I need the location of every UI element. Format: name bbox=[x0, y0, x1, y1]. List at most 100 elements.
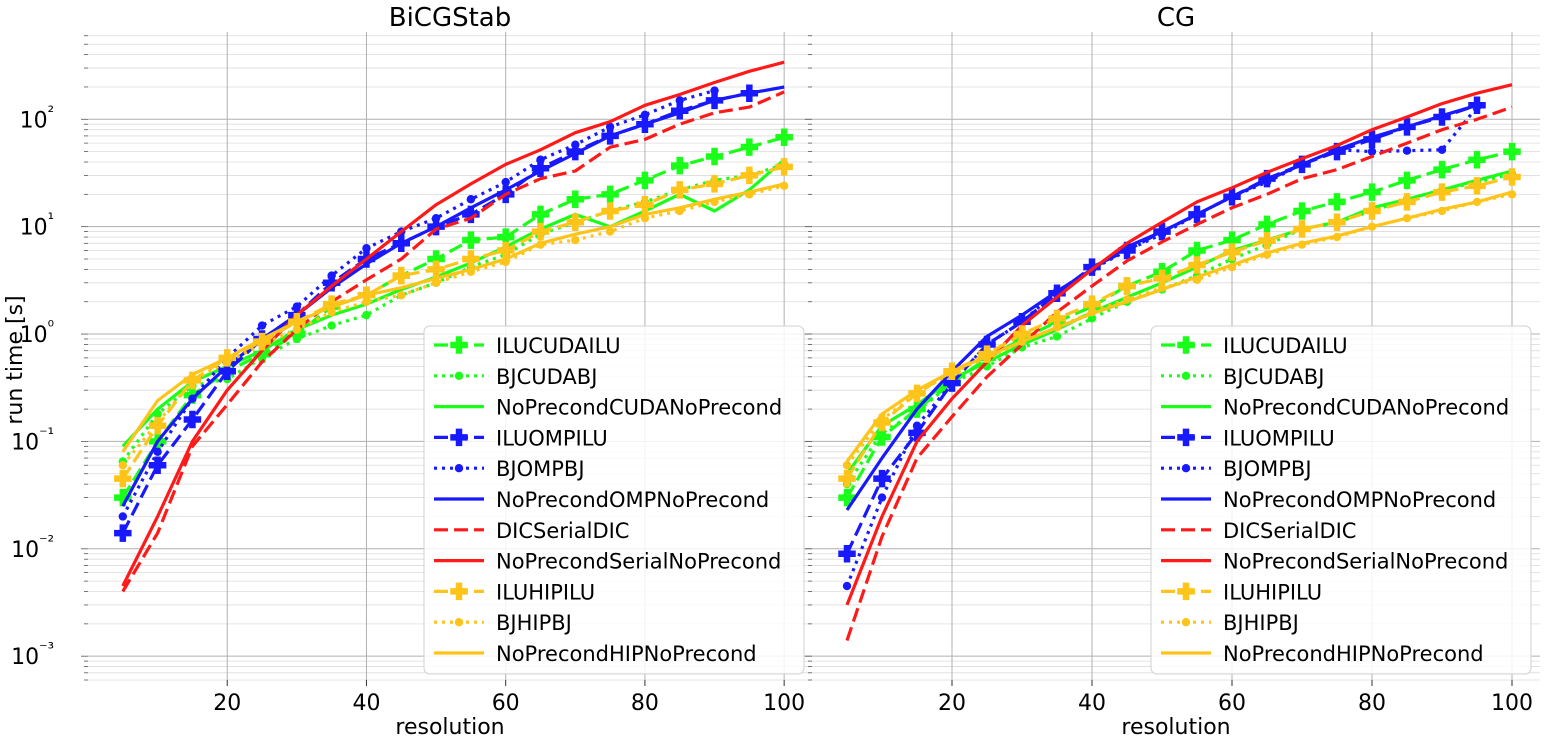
legend-label: DICSerialDIC bbox=[1223, 519, 1356, 543]
legend-box bbox=[423, 325, 805, 675]
data-point bbox=[838, 544, 856, 563]
y-tick-label: 10² bbox=[20, 102, 54, 133]
legend-label: NoPrecondSerialNoPrecond bbox=[496, 550, 781, 574]
data-point bbox=[531, 222, 550, 241]
legend-marker bbox=[454, 464, 464, 473]
legend-label: ILUOMPILU bbox=[1223, 426, 1335, 450]
x-tick-label: 100 bbox=[1491, 691, 1533, 716]
data-point bbox=[740, 166, 759, 185]
x-tick-label: 60 bbox=[492, 691, 520, 716]
series-group bbox=[114, 60, 793, 593]
data-point bbox=[292, 334, 302, 344]
legend-label: NoPrecondCUDANoPrecond bbox=[496, 396, 782, 420]
legend-label: NoPrecondSerialNoPrecond bbox=[1223, 550, 1508, 574]
data-point bbox=[536, 155, 545, 164]
data-point bbox=[1223, 243, 1241, 261]
legend-marker bbox=[1181, 464, 1191, 473]
series-line bbox=[121, 89, 715, 518]
data-point bbox=[740, 138, 759, 156]
data-point bbox=[1398, 171, 1416, 190]
series-line bbox=[121, 182, 785, 453]
data-point bbox=[148, 456, 167, 474]
data-point bbox=[292, 325, 302, 334]
legend-marker bbox=[450, 582, 468, 601]
data-point bbox=[1433, 183, 1451, 201]
x-tick-label: 40 bbox=[352, 691, 380, 716]
data-point bbox=[605, 227, 615, 236]
data-point bbox=[257, 340, 267, 349]
data-point bbox=[114, 524, 132, 542]
chart-title: BiCGStab bbox=[389, 3, 512, 33]
legend-label: ILUHIPILU bbox=[1223, 580, 1322, 604]
data-point bbox=[571, 235, 580, 245]
y-tick-label: 10⁻² bbox=[11, 532, 54, 563]
legend-label: ILUCUDAILU bbox=[496, 334, 621, 358]
series-line bbox=[845, 175, 1513, 480]
legend-label: BJOMPBJ bbox=[496, 457, 585, 481]
x-axis-label: resolution bbox=[1121, 715, 1230, 740]
data-point bbox=[636, 195, 654, 214]
data-point bbox=[118, 512, 128, 521]
data-point bbox=[327, 321, 336, 330]
legend-label: BJCUDABJ bbox=[1223, 365, 1324, 389]
data-point bbox=[183, 410, 202, 429]
legend-label: BJHIPBJ bbox=[1223, 611, 1299, 635]
data-point bbox=[496, 228, 515, 246]
data-point bbox=[153, 418, 162, 427]
data-point bbox=[292, 302, 302, 311]
data-point bbox=[362, 297, 371, 306]
legend-marker bbox=[1177, 428, 1195, 447]
data-point bbox=[1293, 220, 1311, 238]
data-point bbox=[462, 250, 480, 268]
data-point bbox=[327, 307, 336, 317]
legend-marker bbox=[1181, 371, 1191, 380]
legend-label: ILUHIPILU bbox=[496, 580, 595, 604]
y-axis-label: run time [s] bbox=[3, 295, 28, 424]
legend-marker bbox=[1181, 618, 1191, 627]
data-point bbox=[1118, 277, 1136, 295]
data-point bbox=[362, 310, 371, 320]
x-axis-label: resolution bbox=[395, 715, 504, 740]
data-point bbox=[775, 158, 793, 176]
data-point bbox=[1258, 215, 1276, 234]
data-point bbox=[114, 469, 132, 488]
legend-label: ILUCUDAILU bbox=[1223, 334, 1348, 358]
legend-marker bbox=[450, 428, 468, 447]
legend-label: NoPrecondHIPNoPrecond bbox=[496, 642, 757, 666]
data-point bbox=[601, 185, 619, 204]
data-point bbox=[1188, 256, 1206, 274]
data-point bbox=[531, 205, 550, 224]
data-point bbox=[1503, 168, 1521, 186]
data-point bbox=[1293, 202, 1311, 220]
data-point bbox=[431, 213, 441, 223]
data-point bbox=[1437, 145, 1447, 154]
data-point bbox=[947, 378, 957, 388]
data-point bbox=[462, 231, 480, 249]
data-point bbox=[640, 110, 650, 120]
series-line bbox=[845, 83, 1513, 606]
legend-label: DICSerialDIC bbox=[496, 519, 629, 543]
data-point bbox=[118, 461, 128, 470]
legend-label: NoPrecondOMPNoPrecond bbox=[496, 488, 769, 512]
data-point bbox=[427, 260, 445, 279]
data-point bbox=[710, 86, 719, 95]
data-point bbox=[1363, 202, 1381, 220]
data-point bbox=[1223, 231, 1241, 249]
data-point bbox=[1402, 146, 1412, 155]
data-point bbox=[1367, 147, 1377, 156]
data-point bbox=[1083, 295, 1101, 313]
chart-title: CG bbox=[1157, 3, 1195, 33]
data-point bbox=[257, 321, 267, 330]
data-point bbox=[705, 175, 724, 193]
data-point bbox=[675, 96, 684, 105]
data-point bbox=[1468, 177, 1486, 195]
data-point bbox=[1052, 332, 1062, 341]
data-point bbox=[566, 213, 585, 231]
data-point bbox=[1013, 325, 1031, 343]
data-point bbox=[1363, 183, 1381, 201]
data-point bbox=[877, 493, 887, 502]
data-point bbox=[1048, 309, 1066, 328]
series-group bbox=[838, 83, 1521, 642]
data-point bbox=[842, 461, 852, 470]
